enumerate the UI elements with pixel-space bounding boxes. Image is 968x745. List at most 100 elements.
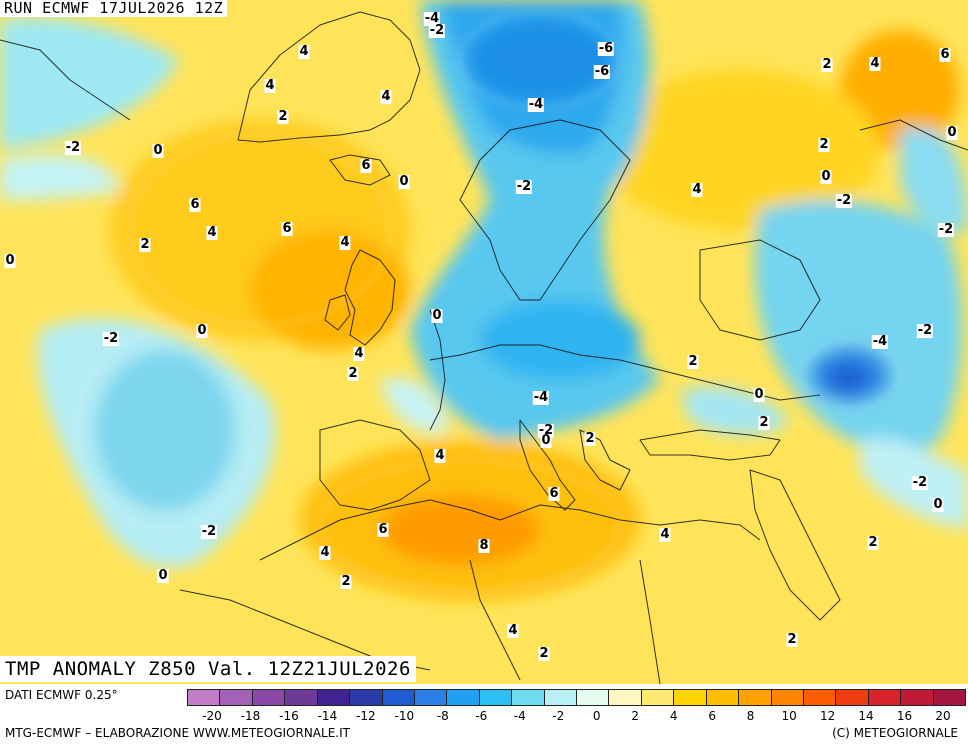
scale-swatch (543, 689, 578, 706)
scale-swatch (284, 689, 318, 706)
scale-tick-label: 12 (819, 709, 836, 723)
contour-label: 4 (206, 225, 218, 240)
contour-label: 6 (939, 47, 951, 62)
scale-tick-label: -6 (475, 709, 488, 723)
contour-label: 6 (360, 158, 372, 173)
contour-label: 0 (157, 568, 169, 583)
contour-label: -6 (593, 64, 611, 79)
contour-label: -2 (911, 475, 929, 490)
scale-swatch (413, 689, 448, 706)
contour-label: 0 (4, 253, 16, 268)
contour-label: 4 (319, 545, 331, 560)
contour-label: 4 (434, 448, 446, 463)
contour-label: 2 (347, 366, 359, 381)
scale-tick-label: 14 (858, 709, 874, 723)
scale-swatch (835, 689, 869, 706)
contour-label: 2 (538, 646, 550, 661)
contour-label: 2 (340, 574, 352, 589)
scale-tick-label: -18 (240, 709, 261, 723)
scale-swatch (478, 689, 513, 706)
scale-swatch (738, 689, 772, 706)
contour-label: 0 (431, 308, 443, 323)
contour-label: 6 (548, 486, 560, 501)
scale-swatch (251, 689, 286, 706)
contour-label: 2 (786, 632, 798, 647)
contour-label: 0 (398, 174, 410, 189)
contour-label: 4 (659, 527, 671, 542)
scale-tick-label: -8 (436, 709, 449, 723)
contour-lines (74, 11, 901, 591)
contour-label: 4 (298, 44, 310, 59)
contour-label: 2 (867, 535, 879, 550)
contour-label: 2 (687, 354, 699, 369)
contour-label: 0 (152, 143, 164, 158)
scale-swatch (640, 689, 675, 706)
scale-swatch (608, 689, 642, 706)
scale-swatch (316, 689, 351, 706)
scale-swatch (867, 689, 902, 706)
contour-label: -4 (527, 97, 545, 112)
scale-swatch (932, 689, 967, 706)
contour-label: 6 (281, 221, 293, 236)
scale-swatch (381, 689, 415, 706)
contour-label: 2 (584, 431, 596, 446)
scale-swatch (446, 689, 480, 706)
anomaly-fill (0, 0, 968, 600)
scale-swatch (803, 689, 837, 706)
scale-tick-label: -16 (279, 709, 299, 723)
scale-swatch (511, 689, 545, 706)
scale-tick-label: 0 (592, 709, 601, 723)
contour-label: -2 (428, 23, 446, 38)
scale-tick-label: 8 (746, 709, 755, 723)
scale-tick-label: -12 (356, 709, 376, 723)
scale-tick-label: -10 (394, 709, 415, 723)
color-scale (187, 689, 967, 706)
scale-swatch (900, 689, 934, 706)
contour-label: 4 (380, 89, 392, 104)
contour-label: 8 (478, 538, 490, 553)
contour-label: -4 (423, 11, 441, 26)
scale-swatch (770, 689, 805, 706)
scale-swatch (576, 689, 610, 706)
contour-label: 4 (339, 235, 351, 250)
contour-label: -4 (532, 390, 550, 405)
contour-label: -2 (200, 524, 218, 539)
anomaly-map (0, 0, 968, 684)
scale-tick-label: 16 (896, 709, 913, 723)
contour-label: 4 (353, 346, 365, 361)
scale-tick-label: 10 (781, 709, 797, 723)
scale-tick-label: -20 (202, 709, 222, 723)
contour-label: 2 (821, 57, 833, 72)
contour-label: 2 (818, 137, 830, 152)
scale-tick-label: 6 (708, 709, 716, 723)
contour-label: 6 (377, 522, 389, 537)
scale-swatch (673, 689, 707, 706)
scale-swatch (705, 689, 740, 706)
run-label: RUN ECMWF 17JUL2026 12Z (0, 0, 228, 17)
credit-right: (C) METEOGIORNALE (832, 726, 958, 740)
data-source: DATI ECMWF 0.25° (5, 688, 118, 702)
contour-label: 0 (196, 323, 208, 338)
contour-label: 0 (540, 433, 552, 448)
contour-label: -6 (597, 41, 615, 56)
contour-label: -2 (515, 179, 533, 194)
scale-tick-label: 2 (631, 709, 640, 723)
scale-tick-label: -2 (552, 709, 565, 723)
contour-label: 2 (758, 415, 770, 430)
scale-tick-label: -14 (317, 709, 338, 723)
coastlines (0, 11, 968, 684)
contour-label: -2 (916, 323, 934, 338)
scale-swatch (349, 689, 383, 706)
contour-label: 4 (691, 182, 703, 197)
contour-label: 0 (932, 497, 944, 512)
contour-label: 4 (869, 56, 881, 71)
contour-label: 0 (946, 125, 958, 140)
credit-left: MTG-ECMWF – ELABORAZIONE WWW.METEOGIORNA… (5, 726, 350, 740)
contour-label: 2 (277, 109, 289, 124)
contour-label: -2 (64, 140, 82, 155)
contour-label: -2 (835, 193, 853, 208)
map-title: TMP ANOMALY Z850 Val. 12Z21JUL2026 (0, 656, 416, 682)
contour-label: -4 (871, 334, 889, 349)
contour-label: 4 (507, 623, 519, 638)
scale-swatch (219, 689, 253, 706)
